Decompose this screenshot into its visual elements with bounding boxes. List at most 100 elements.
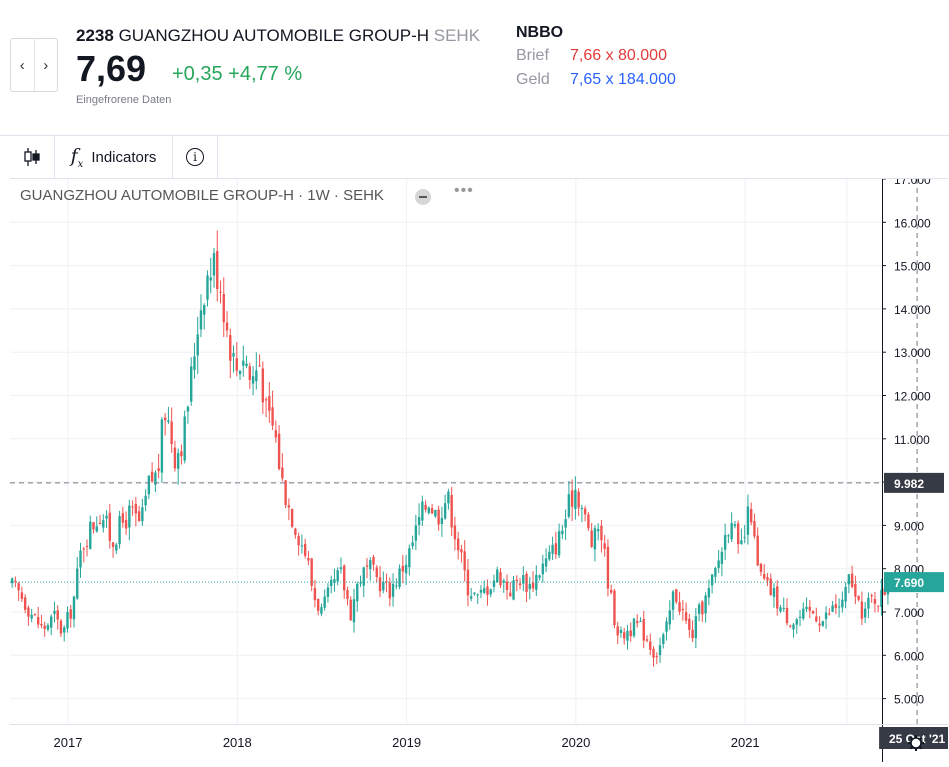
- candle-body: [53, 610, 56, 614]
- candle-body: [147, 475, 151, 495]
- ask-label: Brief: [516, 47, 549, 64]
- candle-body: [681, 608, 685, 611]
- candle-body: [688, 618, 691, 630]
- candle-body: [424, 504, 427, 510]
- candle-body: [473, 592, 476, 594]
- candle-body: [632, 618, 636, 636]
- candle-body: [274, 430, 278, 438]
- candle-body: [277, 433, 281, 470]
- candles-icon: [24, 148, 40, 166]
- candle-body: [636, 621, 639, 624]
- candle-body: [818, 623, 821, 626]
- candle-body: [492, 580, 496, 587]
- indicators-label: Indicators: [91, 148, 157, 166]
- candle-body: [108, 512, 112, 541]
- candle-body: [193, 356, 196, 371]
- more-options-icon[interactable]: •••: [454, 182, 474, 199]
- candle-body: [574, 489, 577, 509]
- candle-body: [271, 407, 274, 426]
- price-axis-label: 7.000: [894, 606, 924, 620]
- candle-body: [401, 565, 405, 572]
- candle-body: [541, 563, 545, 575]
- candle-body: [30, 614, 33, 619]
- price-chart[interactable]: 5.0006.0007.0008.0009.00010.00011.00012.…: [10, 173, 949, 762]
- candle-body: [95, 526, 98, 532]
- candle-body: [85, 545, 89, 547]
- candle-body: [684, 612, 688, 621]
- candle-body: [50, 616, 53, 628]
- candle-body: [242, 360, 245, 366]
- instrument-title: 2238 GUANGZHOU AUTOMOBILE GROUP-H SEHK: [76, 26, 480, 46]
- candle-body: [33, 614, 37, 616]
- bid-value: 7,65 x 184.000: [570, 71, 676, 88]
- candle-body: [141, 507, 144, 522]
- candle-body: [707, 588, 711, 598]
- time-axis-label: 2018: [223, 735, 252, 750]
- candle-body: [23, 597, 27, 610]
- candle-body: [92, 522, 95, 530]
- candle-body: [479, 589, 483, 593]
- candle-body: [596, 529, 600, 532]
- candle-body: [229, 335, 232, 361]
- price-axis-label: 13.000: [894, 346, 931, 360]
- collapse-legend-icon[interactable]: [415, 189, 431, 205]
- info-icon: i: [186, 148, 204, 166]
- candle-body: [831, 605, 834, 612]
- price-axis-label: 11.000: [894, 433, 930, 447]
- price-axis-label: 14.000: [894, 303, 931, 317]
- candlestick-chart[interactable]: 5.0006.0007.0008.0009.00010.00011.00012.…: [10, 173, 949, 762]
- candle-body: [427, 507, 431, 513]
- candle-body: [76, 568, 79, 599]
- candle-body: [137, 511, 141, 522]
- candle-body: [157, 468, 160, 472]
- candle-body: [167, 420, 170, 422]
- candle-body: [789, 625, 792, 627]
- function-icon-x: x: [77, 158, 84, 170]
- candle-body: [675, 589, 678, 603]
- candle-body: [82, 548, 85, 550]
- candle-body: [189, 366, 193, 402]
- price-axis-label: 16.000: [894, 216, 931, 230]
- candle-body: [176, 453, 180, 469]
- candle-body: [544, 558, 548, 567]
- company-name: GUANGZHOU AUTOMOBILE GROUP-H: [118, 26, 430, 45]
- settings-gear-icon[interactable]: [908, 735, 924, 751]
- candle-body: [795, 619, 798, 625]
- time-axis-label: 2021: [731, 735, 760, 750]
- chart-type-button[interactable]: [10, 136, 55, 178]
- candle-body: [329, 579, 333, 586]
- candle-body: [870, 595, 873, 597]
- candle-body: [710, 574, 714, 586]
- candle-body: [733, 524, 737, 527]
- candle-body: [821, 621, 825, 626]
- exchange-name: SEHK: [433, 26, 481, 45]
- candle-body: [440, 518, 444, 524]
- candle-body: [557, 531, 561, 556]
- info-button[interactable]: i: [173, 136, 218, 178]
- quote-header: ‹ › 2238 GUANGZHOU AUTOMOBILE GROUP-H SE…: [0, 0, 949, 136]
- candle-body: [564, 519, 567, 528]
- price-axis-label: 12.000: [894, 390, 931, 404]
- candle-body: [72, 596, 76, 620]
- candle-body: [609, 589, 613, 593]
- candle-body: [323, 596, 326, 608]
- candle-body: [815, 616, 818, 622]
- candle-body: [36, 617, 40, 625]
- candle-body: [808, 606, 811, 611]
- candle-body: [160, 419, 164, 473]
- candle-body: [850, 573, 854, 587]
- candle-body: [531, 582, 535, 589]
- chevron-right-icon[interactable]: ›: [33, 39, 58, 91]
- candle-body: [268, 396, 271, 411]
- candle-body: [356, 583, 359, 602]
- indicators-button[interactable]: fx Indicators: [55, 136, 173, 178]
- candle-body: [570, 490, 574, 507]
- candle-body: [626, 630, 629, 641]
- candle-body: [456, 538, 460, 551]
- price-axis-label: 6.000: [894, 649, 924, 663]
- candle-body: [450, 495, 453, 528]
- candle-body: [587, 514, 590, 529]
- symbol-navigator: ‹ ›: [10, 38, 58, 92]
- candle-body: [98, 522, 102, 524]
- chevron-left-icon[interactable]: ‹: [19, 56, 25, 74]
